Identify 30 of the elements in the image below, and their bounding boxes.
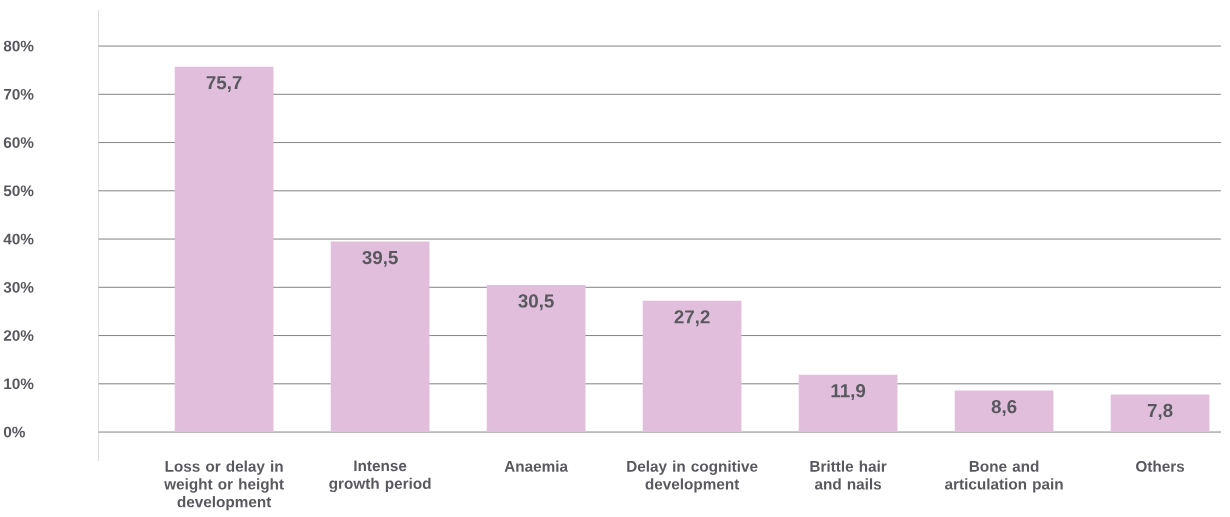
y-tick-label: 60% <box>3 137 34 148</box>
data-label: 27,2 <box>674 310 710 327</box>
data-label: 39,5 <box>362 250 398 267</box>
bar <box>486 284 586 432</box>
bar <box>1110 394 1210 432</box>
data-label: 75,7 <box>206 76 242 92</box>
x-tick-label: Anaemia <box>504 460 569 472</box>
y-tick-label: 20% <box>3 330 34 341</box>
data-label: 30,5 <box>518 294 554 311</box>
x-tick-label: Bone and articulation pain <box>945 460 1063 493</box>
x-tick-label: Loss or delay in weight or height development <box>164 460 284 511</box>
bar <box>954 390 1054 432</box>
bar <box>330 241 430 432</box>
y-tick-label: 30% <box>3 281 34 293</box>
bar <box>642 300 742 432</box>
data-label: 7,8 <box>1147 403 1173 420</box>
data-label: 11,9 <box>831 383 866 400</box>
y-tick-label: 10% <box>4 378 34 390</box>
x-tick-label: Brittle hair and nails <box>810 460 887 490</box>
y-tick-label: 50% <box>3 185 34 197</box>
y-tick-label: 70% <box>3 88 34 100</box>
x-tick-label: Others <box>1136 460 1185 472</box>
x-tick-label: Intense growth period <box>329 460 431 492</box>
data-label: 8,6 <box>991 399 1017 416</box>
bar <box>798 374 898 432</box>
y-tick-label: 40% <box>3 233 34 245</box>
y-tick-label: 80% <box>3 40 34 52</box>
x-tick-label: Delay in cognitive development <box>627 460 758 493</box>
bar <box>174 66 274 432</box>
y-tick-label: 0% <box>3 426 25 438</box>
